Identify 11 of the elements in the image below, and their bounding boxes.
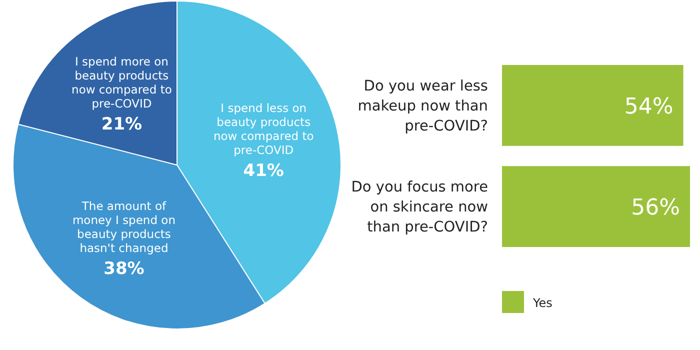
y-tick-label: Do you focus more on skincare now than pre-COVID? bbox=[351, 180, 488, 236]
slice-label: I spend more on beauty products now compared to pre-COVID bbox=[72, 54, 172, 111]
data-label: 38% bbox=[104, 258, 144, 279]
slice-label: The amount of money I spend on beauty products hasn't changed bbox=[72, 198, 176, 255]
y-tick-label: Do you wear less makeup now than pre-COVID? bbox=[358, 78, 488, 134]
legend-label: Yes bbox=[532, 296, 552, 310]
slice-label: I spend less on beauty products now compared to pre-COVID bbox=[213, 100, 314, 157]
data-label: 56% bbox=[631, 196, 680, 221]
data-label: 54% bbox=[624, 94, 674, 120]
data-label: 41% bbox=[243, 160, 284, 181]
data-label: 21% bbox=[101, 114, 142, 135]
